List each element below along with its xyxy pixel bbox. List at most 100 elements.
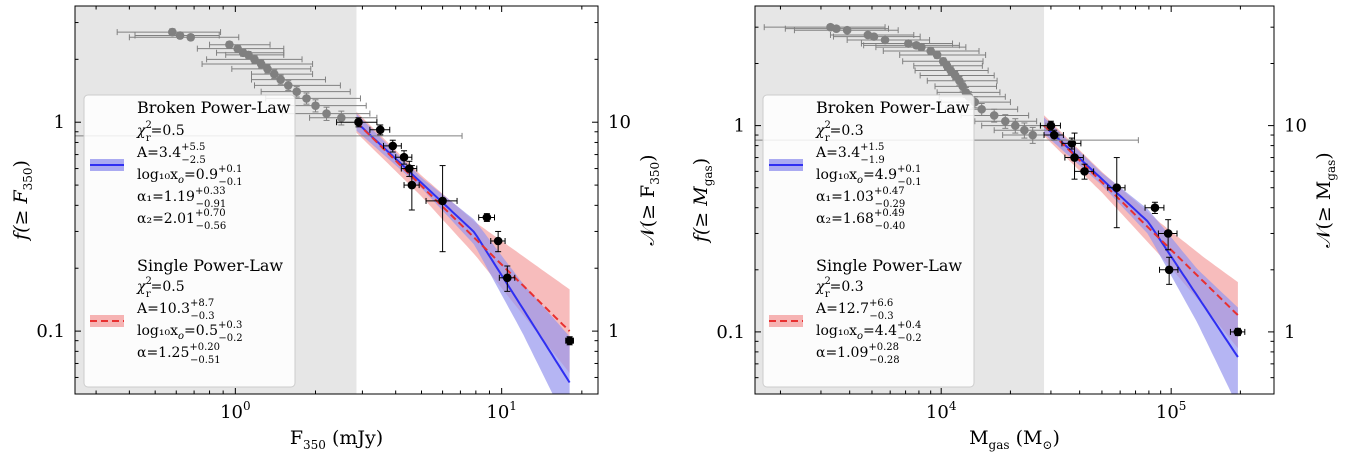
legend-param: A=12.7+6.6 −0.3 [815, 298, 894, 322]
y-tick-label: 1 [54, 112, 65, 133]
x-tick-label: 100 [220, 399, 251, 423]
legend-param: α₁=1.19+0.33 −0.91 [137, 186, 226, 210]
y-tick-label: 1 [734, 116, 745, 137]
data-point [322, 109, 331, 118]
legend-frame [83, 94, 296, 388]
axes-frame [74, 5, 599, 395]
data-point [832, 24, 841, 33]
legend-param: α=1.25+0.20 −0.51 [137, 342, 221, 366]
y2-axis-label: 𝒩(≥ Mgas) [1313, 152, 1338, 247]
y-axis-label: f(≥ F350) [10, 160, 35, 242]
data-point [244, 50, 253, 60]
legend-single-title: Single Power-Law [816, 256, 962, 275]
plot-area [755, 22, 1246, 394]
data-point [256, 59, 266, 69]
data-point [880, 35, 890, 45]
data-point [269, 69, 279, 79]
data-point [1067, 139, 1077, 148]
y-tick-label: 0.1 [36, 321, 65, 342]
data-point [250, 55, 259, 64]
data-point [175, 31, 185, 40]
data-point [989, 111, 999, 120]
data-point [565, 336, 574, 345]
x-tick-label: 105 [1156, 399, 1187, 423]
data-point [337, 113, 346, 123]
data-point [388, 141, 398, 151]
data-point [917, 42, 926, 52]
y2-axis-label: 𝒩(≥ F350) [637, 154, 662, 245]
legend-single-title: Single Power-Law [137, 256, 283, 275]
data-point [399, 152, 409, 162]
data-point [311, 101, 320, 110]
ticks [75, 6, 598, 395]
data-point [977, 104, 986, 114]
x-axis-label: Mgas (M⊙) [969, 427, 1060, 452]
legend-param: α₁=1.03+0.47 −0.29 [816, 186, 905, 210]
data-point [1028, 130, 1038, 140]
data-point [438, 196, 447, 206]
y-tick-label: 0.1 [716, 322, 745, 343]
series-black [1039, 120, 1246, 337]
y2-tick-label: 10 [608, 112, 631, 133]
data-point [1150, 203, 1160, 212]
data-point [1163, 229, 1173, 238]
data-point [842, 25, 852, 35]
ticks [755, 6, 1274, 395]
data-point [1070, 153, 1079, 162]
x-tick-label: 104 [926, 399, 957, 423]
data-point [375, 125, 385, 135]
data-point [302, 94, 311, 103]
x-axis-label: F350 (mJy) [290, 427, 383, 452]
y2-tick-label: 1 [1284, 322, 1295, 343]
data-point [1049, 130, 1059, 140]
broken-fit-line [355, 121, 571, 384]
legend-param: A=3.4+5.5 −2.5 [136, 142, 206, 166]
legend-param: χ2 r=0.3 [815, 120, 864, 144]
data-point [1233, 327, 1243, 337]
data-point [1046, 121, 1056, 130]
data-point [407, 180, 417, 190]
legend-param: log₁₀xo=0.9+0.1 −0.1 [137, 164, 243, 188]
data-point [926, 46, 935, 56]
data-point [225, 40, 234, 49]
data-point [283, 81, 293, 90]
y2-tick-label: 10 [1284, 116, 1307, 137]
legend-frame [762, 94, 975, 388]
legend-broken-title: Broken Power-Law [137, 98, 291, 117]
legend-param: χ2 r=0.5 [136, 276, 185, 300]
single-fit-line [355, 121, 571, 332]
legend-param: χ2 r=0.3 [815, 276, 864, 300]
data-point [1020, 125, 1029, 135]
data-point [1080, 167, 1089, 176]
y-axis-label: f(≥ Mgas) [690, 158, 715, 244]
data-point [1112, 183, 1122, 193]
legend-param: log₁₀xo=0.5+0.3 −0.2 [137, 320, 243, 344]
data-point [354, 117, 363, 127]
y2-tick-label: 1 [608, 321, 619, 342]
series-grey [763, 22, 1060, 144]
legend-param: log₁₀xo=4.9+0.1 −0.1 [816, 164, 922, 188]
legend-param: A=10.3+8.7 −0.3 [136, 298, 215, 322]
data-point [482, 213, 492, 222]
chart-panel-1: 100 101 0.1 1 1 10 F350 (mJy) f(≥ F350) 𝒩(≥ F350… [10, 5, 662, 452]
axes-frame [754, 5, 1275, 395]
x-tick-label: 101 [486, 399, 517, 423]
data-point [168, 27, 177, 37]
legend-param: α₂=2.01+0.70 −0.56 [137, 208, 226, 232]
data-point [932, 50, 942, 60]
legend-broken-title: Broken Power-Law [816, 98, 970, 117]
plot-area [75, 27, 574, 394]
data-point [869, 32, 879, 41]
legend-param: α₂=1.68+0.49 −0.40 [816, 208, 905, 232]
chart-panel-2: 104 105 0.1 1 1 10 Mgas (M⊙) f(≥ Mgas) 𝒩(≥ Mgas)… [690, 5, 1338, 452]
data-point [186, 32, 196, 42]
data-point [263, 64, 272, 74]
data-point [503, 273, 512, 283]
data-point [493, 236, 503, 246]
data-point [904, 39, 913, 48]
data-point [292, 87, 302, 96]
data-point [1001, 116, 1010, 126]
data-point [1164, 265, 1174, 275]
